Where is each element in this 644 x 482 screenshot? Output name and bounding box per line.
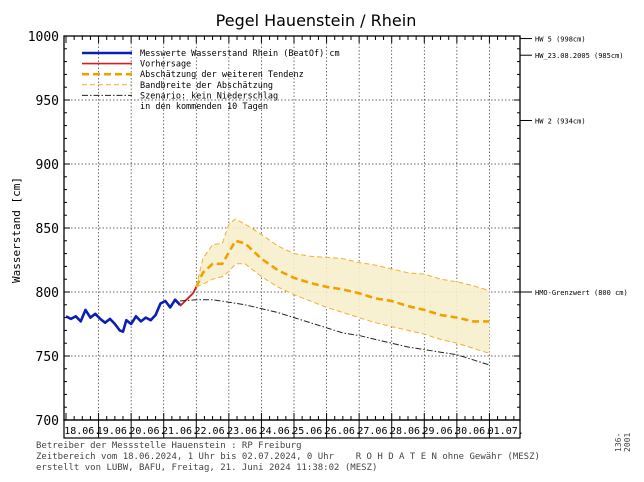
series-layer <box>65 218 490 366</box>
x-tick-label: 23.06. <box>227 426 263 437</box>
x-tick-label: 26.06. <box>325 426 361 437</box>
x-tick-label: 27.06. <box>357 426 393 437</box>
series-line-1 <box>179 286 198 307</box>
series-line-5 <box>179 299 490 366</box>
y-tick-label: 1000 <box>28 30 59 45</box>
x-tick-label: 25.06. <box>292 426 328 437</box>
legend-label: Bandbreite der Abschätzung <box>140 81 273 91</box>
threshold-label: HW 5 (998cm) <box>535 36 586 44</box>
chart-title: Pegel Hauenstein / Rhein <box>216 11 417 30</box>
threshold-label: HW 2 (934cm) <box>535 117 586 125</box>
x-tick-label: 29.06. <box>423 426 459 437</box>
y-tick-labels: 700 750 800 850 900 950 1000 <box>28 30 59 429</box>
x-tick-label: 18.06. <box>64 426 100 437</box>
x-tick-label: 30.06. <box>455 426 491 437</box>
threshold-label: HW_23.08.2005 (985cm) <box>535 52 624 60</box>
y-tick-label: 950 <box>36 94 59 109</box>
side-identifier: 136-2001 <box>614 432 632 452</box>
legend-label: Szenario: kein Niederschlag <box>140 91 278 101</box>
y-tick-label: 700 <box>36 414 59 429</box>
footer-created: erstellt von LUBW, BAFU, Freitag, 21. Ju… <box>36 463 378 473</box>
y-tick-label: 850 <box>36 222 59 237</box>
y-tick-label: 800 <box>36 286 59 301</box>
series-line-0 <box>65 298 181 334</box>
x-tick-label: 19.06. <box>97 426 133 437</box>
band-fill <box>196 219 490 354</box>
x-tick-label: 21.06. <box>162 426 198 437</box>
band-fill-layer <box>196 219 490 354</box>
x-tick-label: 20.06. <box>129 426 165 437</box>
legend: Messwerte Wasserstand Rhein (BeatOf) cmV… <box>82 49 340 112</box>
x-tick-label: 01.07. <box>488 426 524 437</box>
footer-timerange: Zeitbereich vom 18.06.2024, 1 Uhr bis 02… <box>36 452 540 462</box>
legend-label: Vorhersage <box>140 60 191 70</box>
legend-label: Abschätzung der weiteren Tendenz <box>140 70 304 80</box>
threshold-labels: HW 5 (998cm) HW_23.08.2005 (985cm) HW 2 (9… <box>520 36 628 297</box>
date-row-border <box>63 419 521 439</box>
y-tick-label: 900 <box>36 158 59 173</box>
grid <box>64 36 520 420</box>
x-tick-label: 22.06. <box>195 426 231 437</box>
y-axis-label: Wasserstand [cm] <box>10 177 23 283</box>
series-line-4 <box>196 263 490 354</box>
x-tick-labels: 18.06.19.06.20.06.21.06.22.06.23.06.24.0… <box>64 426 524 437</box>
series-line-2 <box>195 239 490 323</box>
series-line-3 <box>195 218 490 292</box>
x-tick-label: 24.06. <box>260 426 296 437</box>
legend-label: Messwerte Wasserstand Rhein (BeatOf) cm <box>140 49 340 59</box>
y-tick-label: 750 <box>36 350 59 365</box>
threshold-label: HMO-Grenzwert (800 cm) <box>535 289 628 297</box>
x-tick-label: 28.06. <box>390 426 426 437</box>
plot-frame <box>63 35 521 439</box>
legend-label: in den kommenden 10 Tagen <box>140 102 268 112</box>
footer-operator: Betreiber der Messstelle Hauenstein : RP… <box>36 441 302 451</box>
